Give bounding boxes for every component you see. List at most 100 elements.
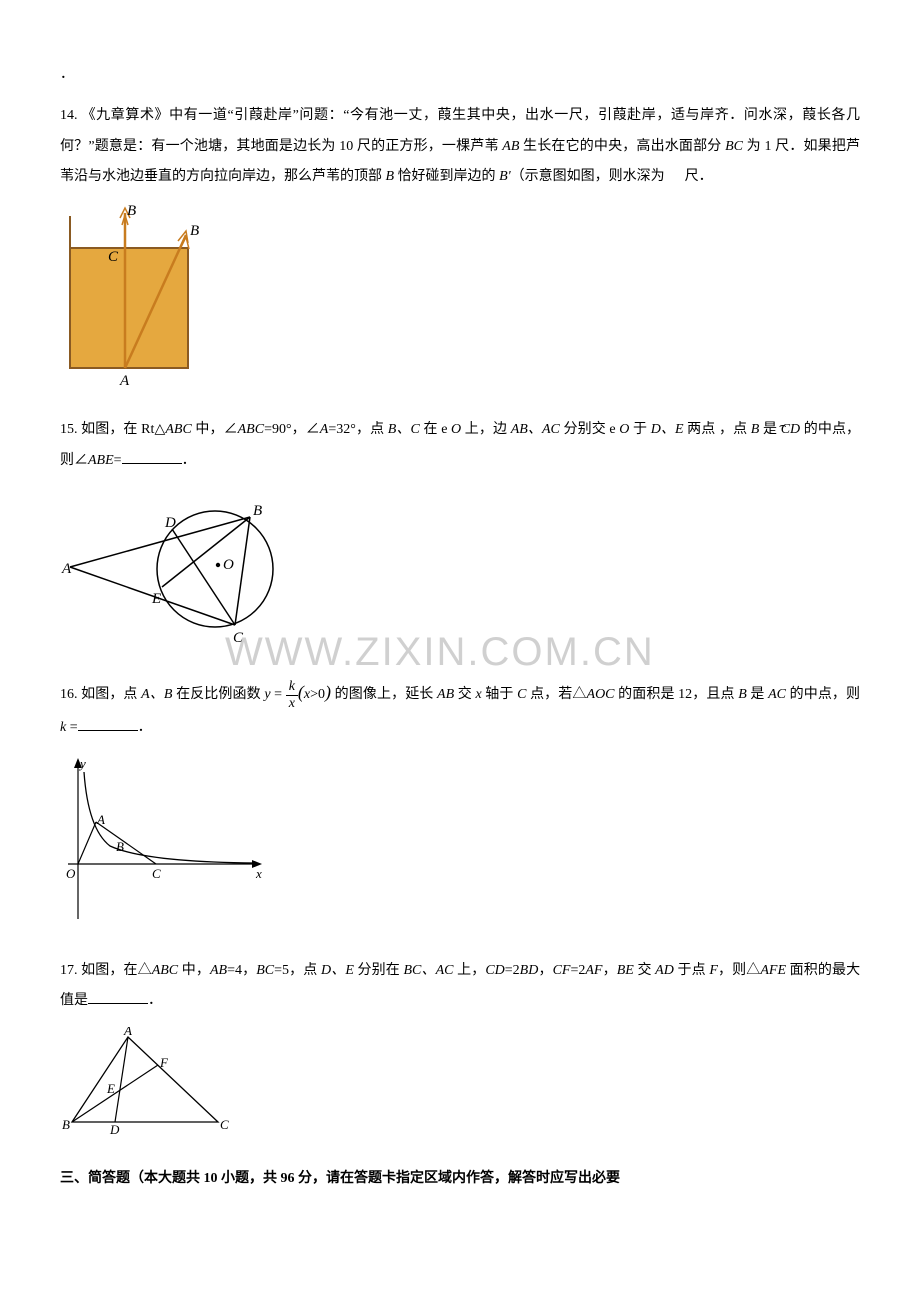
q15-text-d: =32°，点 (328, 422, 387, 437)
q17-text-l: 于点 (674, 963, 709, 978)
q17-text-b: 中， (178, 963, 210, 978)
q16-text-e: 轴于 (482, 687, 517, 702)
q15-abc: ABC (165, 422, 191, 437)
q16-k: k (286, 679, 298, 695)
q17-text-c: =4， (227, 963, 256, 978)
svg-text:y: y (78, 756, 86, 771)
q15-text-j: 是 (759, 422, 780, 437)
q16-ac: AC (768, 687, 786, 702)
q14-text-e: （示意图如图，则水深为 (511, 169, 665, 184)
q15-text-f: 上，边 (461, 422, 511, 437)
q16-blank (78, 714, 138, 731)
svg-text:C: C (152, 866, 161, 881)
q14-num: 14. (60, 108, 78, 123)
q17-bcac: BC、AC (403, 963, 453, 978)
q16-b: B (738, 687, 747, 702)
svg-text:C: C (108, 249, 119, 265)
q14-svg: B B' C A (60, 203, 200, 388)
q15-text-a: 如图，在 Rt△ (81, 422, 165, 437)
q17-text-a: 如图，在△ (81, 963, 152, 978)
q17-de: D、E (321, 963, 354, 978)
q17-text-j: ， (602, 963, 616, 978)
q17-bd: BD (520, 963, 539, 978)
q17-be: BE (617, 963, 634, 978)
q17-text-i: =2 (570, 963, 585, 978)
q15-figure: A B C D E O (60, 487, 860, 660)
svg-text:O: O (223, 557, 234, 573)
q17-svg: A B C D E F (60, 1027, 235, 1137)
q16-text-c: 的图像上，延长 (331, 687, 437, 702)
q17-text-o: ． (148, 993, 162, 1008)
q16-text-d: 交 (454, 687, 475, 702)
svg-text:B: B (127, 203, 136, 219)
q15-de: D、E (651, 422, 684, 437)
q17-af: AF (585, 963, 602, 978)
q15-o2: O (619, 422, 629, 437)
q17-text-f: 上， (453, 963, 485, 978)
q15-text-m: ． (182, 453, 196, 468)
svg-text:B': B' (190, 223, 200, 239)
q14-b: B (386, 169, 395, 184)
question-15: 15. 如图，在 Rt△ABC 中，∠ABC=90°，∠A=32°，点 B、C … (60, 415, 860, 477)
q15-num: 15. (60, 422, 78, 437)
q17-text-e: 分别在 (354, 963, 404, 978)
svg-text:E: E (106, 1081, 115, 1096)
q16-text-g: 的面积是 12，且点 (615, 687, 739, 702)
q17-text-g: =2 (505, 963, 520, 978)
question-17: 17. 如图，在△ABC 中，AB=4，BC=5，点 D、E 分别在 BC、AC… (60, 956, 860, 1018)
svg-text:D: D (109, 1122, 120, 1137)
q15-abe: ABE (88, 453, 114, 468)
q16-text-i: 的中点，则 (786, 687, 860, 702)
svg-text:B: B (62, 1117, 70, 1132)
q16-text-a: 如图，点 (81, 687, 141, 702)
q14-text-b: 生长在它的中央，高出水面部分 (519, 139, 725, 154)
svg-text:B: B (253, 503, 262, 519)
q16-x: x (286, 696, 298, 711)
q17-text-h: ， (538, 963, 552, 978)
q14-ab: AB (502, 139, 519, 154)
q14-figure: B B' C A (60, 203, 860, 401)
q14-bc: BC (725, 139, 743, 154)
q16-text-f: 点，若△ (526, 687, 586, 702)
svg-text:B: B (116, 839, 124, 854)
q15-o1: O (451, 422, 461, 437)
q15-text-b: 中，∠ (192, 422, 238, 437)
q16-num: 16. (60, 687, 78, 702)
svg-text:A: A (119, 373, 130, 388)
q17-text-d: =5，点 (274, 963, 321, 978)
q16-svg: y x O A B C (60, 754, 270, 929)
q17-text-m: ，则△ (718, 963, 760, 978)
q16-text-j: = (66, 720, 77, 735)
q15-text-g: 分别交 e (560, 422, 619, 437)
q16-text-h: 是 (747, 687, 768, 702)
q16-ab: A、B (141, 687, 172, 702)
q17-afe: AFE (760, 963, 786, 978)
q14-text-f: 尺． (685, 169, 713, 184)
section-three-title: 三、简答题（本大题共 10 小题，共 96 分，请在答题卡指定区域内作答，解答时… (60, 1164, 860, 1195)
svg-text:D: D (164, 515, 176, 531)
svg-text:F: F (159, 1055, 169, 1070)
q16-text-k: ． (138, 720, 152, 735)
q15-text-l: = (114, 453, 122, 468)
q15-text-h: 于 (629, 422, 650, 437)
q16-gt0: >0 (310, 687, 325, 702)
svg-text:C: C (233, 630, 244, 646)
svg-text:O: O (66, 866, 76, 881)
q15-abc2: ABC (238, 422, 264, 437)
q15-bc: B、C (388, 422, 420, 437)
q16-text-b: 在反比例函数 (172, 687, 264, 702)
q15-text-e: 在 e (420, 422, 451, 437)
q15-text-i: 两点 ，点 (684, 422, 751, 437)
q17-ad: AD (655, 963, 674, 978)
q17-num: 17. (60, 963, 78, 978)
svg-text:C: C (220, 1117, 229, 1132)
q17-figure: A B C D E F (60, 1027, 860, 1150)
q15-svg: A B C D E O (60, 487, 290, 647)
q16-aoc: AOC (587, 687, 615, 702)
svg-text:x: x (255, 866, 262, 881)
q16-eq: = (271, 687, 286, 702)
svg-text:A: A (123, 1027, 132, 1038)
q14-bp: B' (499, 169, 511, 184)
q17-f: F (709, 963, 718, 978)
question-14: 14. 《九章算术》中有一道“引葭赴岸”问题：“今有池一丈，葭生其中央，出水一尺… (60, 101, 860, 193)
